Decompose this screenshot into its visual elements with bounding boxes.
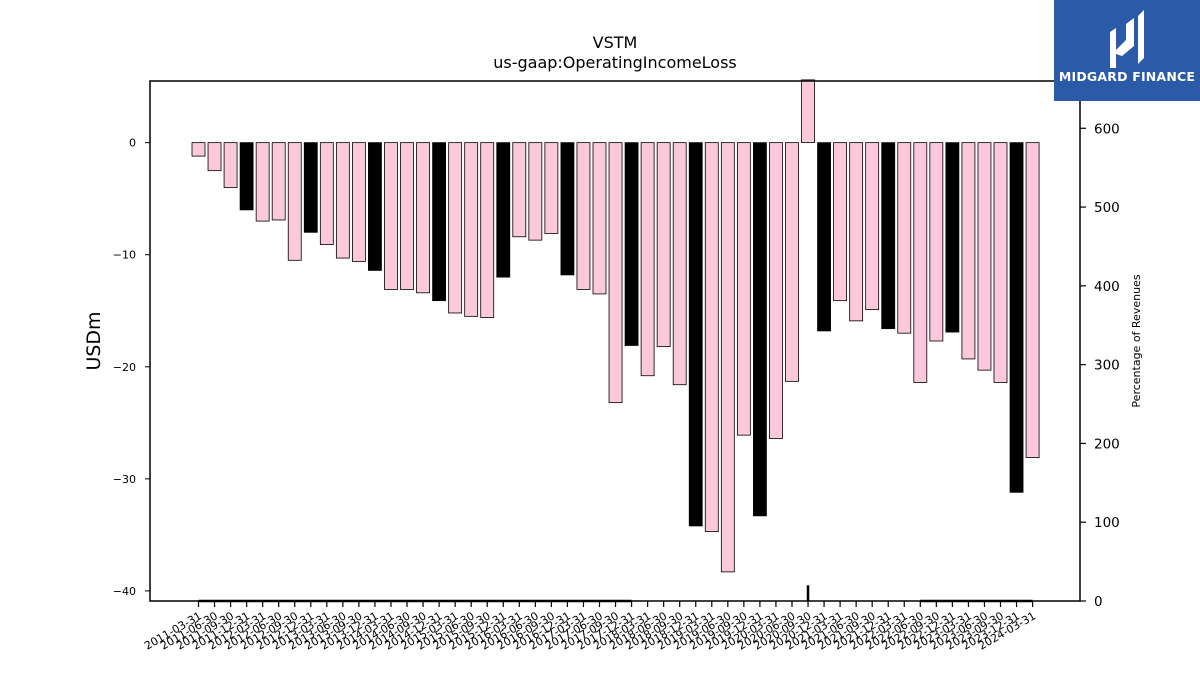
bar-2013-09-30 — [351, 142, 366, 262]
y2-tick-label: 600 — [1094, 121, 1120, 137]
bar-2016-03-31 — [512, 142, 527, 238]
bar-2011-12-31 — [239, 142, 254, 211]
bars-layer — [191, 79, 1040, 573]
bar-2011-03-31 — [191, 142, 206, 157]
y-axis-right: 0 100 200 300 400 500 600 — [1080, 121, 1120, 610]
y-axis-label: USDm — [83, 311, 105, 370]
bar-2023-12-31 — [1009, 142, 1024, 493]
bar-2018-09-30 — [672, 142, 687, 386]
bar-2021-06-30 — [849, 142, 864, 322]
pct-revenue-layer — [198, 585, 1033, 603]
bar-2018-06-30 — [656, 142, 671, 348]
logo-text: MIDGARD FINANCE — [1058, 69, 1196, 84]
y2-tick-label: 400 — [1094, 279, 1120, 295]
y-tick-label: −40 — [113, 585, 136, 598]
bar-2013-03-31 — [319, 142, 334, 246]
bar-2020-12-31 — [817, 142, 831, 332]
bar-2022-09-30 — [929, 142, 944, 342]
bar-2023-09-30 — [993, 142, 1008, 383]
bar-2017-09-30 — [608, 142, 623, 404]
bar-2014-03-31 — [384, 142, 398, 290]
midgard-finance-logo: MIDGARD FINANCE — [1054, 0, 1200, 101]
bar-2020-06-30 — [785, 142, 799, 382]
bar-2024-03-31 — [1025, 142, 1040, 458]
bar-2011-09-30 — [223, 142, 238, 188]
bar-2015-12-31 — [496, 142, 511, 278]
bar-2022-03-31 — [897, 142, 912, 334]
y2-axis-label: Percentage of Revenues — [1130, 274, 1143, 407]
bar-2012-03-31 — [255, 142, 270, 222]
bar-2021-09-30 — [865, 142, 880, 311]
bar-2014-12-31 — [432, 142, 447, 302]
bar-2023-06-30 — [977, 142, 992, 371]
bar-2020-09-30 — [801, 79, 815, 144]
chart-subtitle: us-gaap:OperatingIncomeLoss — [493, 53, 737, 72]
bar-2019-12-31 — [753, 142, 767, 517]
y2-tick-label: 300 — [1094, 358, 1120, 374]
bar-2017-03-31 — [576, 142, 591, 290]
bar-2015-06-30 — [464, 142, 479, 317]
x-axis: 2011-03-312011-06-302011-09-302011-12-31… — [142, 601, 1038, 653]
y2-tick-label: 0 — [1094, 594, 1103, 610]
chart-title: VSTM — [592, 33, 638, 52]
bar-2014-06-30 — [400, 142, 414, 290]
bar-2023-03-31 — [961, 142, 976, 360]
bar-2011-06-30 — [207, 142, 222, 172]
y-tick-label: 0 — [129, 137, 136, 150]
bar-2012-12-31 — [303, 142, 318, 233]
bar-2021-12-31 — [881, 142, 896, 330]
bar-2018-03-31 — [640, 142, 655, 377]
y2-tick-label: 200 — [1094, 436, 1120, 452]
bar-2019-03-31 — [704, 142, 719, 532]
bar-2013-12-31 — [368, 142, 382, 271]
bar-2020-03-31 — [769, 142, 783, 439]
bar-2015-03-31 — [448, 142, 463, 314]
logo-mark-icon — [1110, 10, 1144, 68]
y2-tick-label: 100 — [1094, 515, 1120, 531]
y-tick-label: −10 — [113, 249, 136, 262]
bar-2014-09-30 — [416, 142, 430, 294]
bar-2012-06-30 — [271, 142, 286, 221]
bar-2017-06-30 — [592, 142, 607, 295]
bar-2019-09-30 — [736, 142, 751, 436]
bar-2017-12-31 — [624, 142, 639, 346]
bar-2022-12-31 — [945, 142, 960, 333]
bar-2018-12-31 — [688, 142, 703, 527]
bar-2012-09-30 — [287, 142, 302, 261]
y-axis-left: 0 −10 −20 −30 −40 — [113, 137, 150, 598]
bar-2013-06-30 — [335, 142, 350, 259]
bar-2016-12-31 — [560, 142, 575, 276]
y-tick-label: −30 — [113, 473, 136, 486]
bar-2022-06-30 — [913, 142, 928, 383]
bar-2019-06-30 — [720, 142, 735, 573]
bar-2021-03-31 — [833, 142, 847, 302]
y2-tick-label: 500 — [1094, 200, 1120, 216]
y-tick-label: −20 — [113, 361, 136, 374]
bar-2015-09-30 — [480, 142, 495, 318]
bar-2016-09-30 — [544, 142, 559, 234]
bar-2016-06-30 — [528, 142, 543, 241]
